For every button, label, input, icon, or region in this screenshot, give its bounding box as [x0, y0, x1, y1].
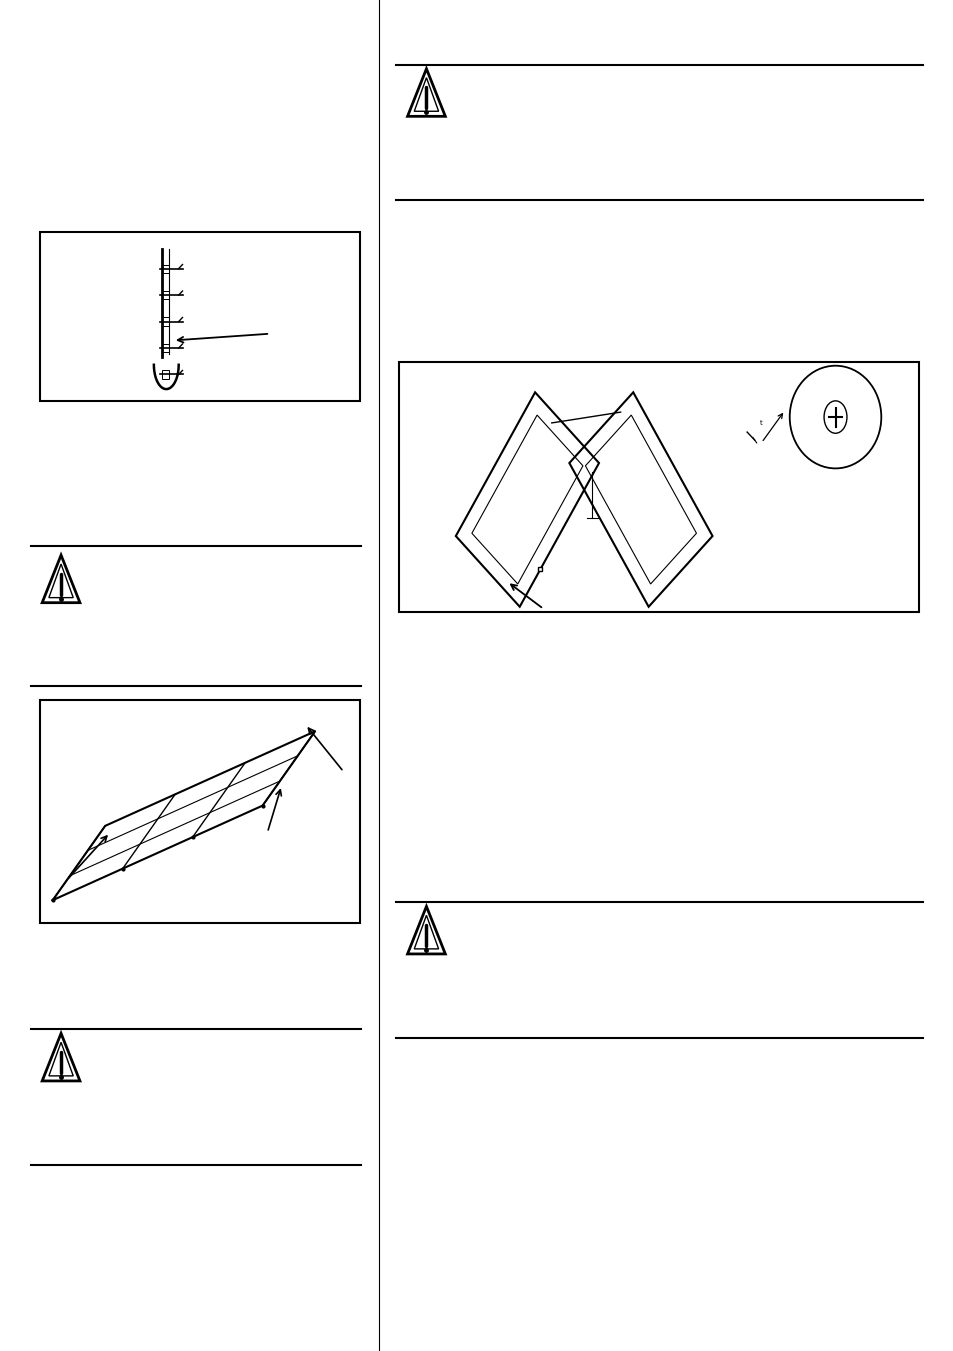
Bar — [162, 345, 169, 353]
Text: t: t — [759, 420, 761, 427]
Bar — [162, 370, 169, 378]
Bar — [40, 232, 359, 401]
Bar — [162, 265, 169, 273]
Bar — [398, 362, 918, 612]
Bar — [40, 700, 359, 923]
Bar — [162, 317, 169, 326]
Bar — [162, 290, 169, 299]
